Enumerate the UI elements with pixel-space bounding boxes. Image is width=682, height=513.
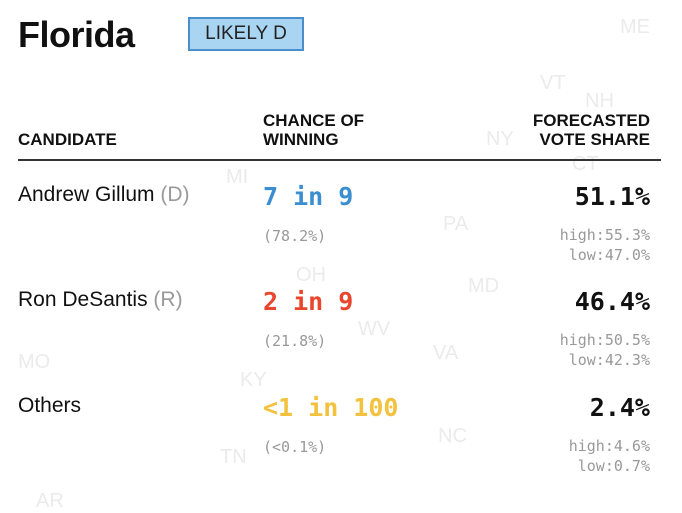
vote-share: 51.1% xyxy=(574,182,650,211)
map-label: TN xyxy=(220,446,247,468)
vote-high: high:50.5% xyxy=(559,331,650,349)
map-label: VT xyxy=(540,72,566,94)
win-percent: (78.2%) xyxy=(263,227,327,245)
vote-share: 2.4% xyxy=(589,393,650,422)
column-header: CANDIDATE xyxy=(18,130,117,149)
vote-share: 46.4% xyxy=(574,287,650,316)
header-rule xyxy=(18,159,661,161)
column-header: FORECASTED VOTE SHARE xyxy=(532,111,650,149)
map-label: OH xyxy=(296,264,326,286)
map-label: NC xyxy=(438,425,467,447)
map-label: NY xyxy=(486,128,514,150)
party: (R) xyxy=(153,288,183,311)
win-chance: 2 in 9 xyxy=(263,287,354,316)
rating-badge: LIKELY D xyxy=(188,17,304,51)
name-text: Ron DeSantis xyxy=(18,288,148,311)
vote-range: high:4.6% low:0.7% xyxy=(569,436,650,476)
map-label: KY xyxy=(240,369,267,391)
candidate-name: Ron DeSantis (R) xyxy=(18,288,183,312)
column-header: CHANCE OF WINNING xyxy=(263,111,365,149)
vote-high: high:4.6% xyxy=(568,437,650,455)
title: Florida xyxy=(18,14,135,55)
vote-range: high:55.3% low:47.0% xyxy=(560,225,650,265)
win-chance: <1 in 100 xyxy=(263,393,399,422)
vote-range: high:50.5% low:42.3% xyxy=(560,330,650,370)
map-label: MO xyxy=(18,351,51,373)
map-label: CT xyxy=(572,153,599,175)
vote-low: low:47.0% xyxy=(568,246,650,264)
map-label: MD xyxy=(468,275,500,297)
map-label: NH xyxy=(585,90,614,112)
name-text: Andrew Gillum xyxy=(18,183,155,206)
vote-low: low:42.3% xyxy=(568,351,650,369)
vote-low: low:0.7% xyxy=(577,457,650,475)
map-label: ME xyxy=(620,16,650,38)
map-label: AR xyxy=(36,490,64,512)
vote-high: high:55.3% xyxy=(559,226,650,244)
name-text: Others xyxy=(18,394,82,417)
candidate-name: Others xyxy=(18,394,81,418)
map-label: WV xyxy=(358,318,391,340)
win-percent: (<0.1%) xyxy=(263,438,327,456)
win-percent: (21.8%) xyxy=(263,332,327,350)
map-label: PA xyxy=(443,213,469,235)
party: (D) xyxy=(160,183,190,206)
candidate-name: Andrew Gillum (D) xyxy=(18,183,190,207)
win-chance: 7 in 9 xyxy=(263,182,354,211)
map-label: MI xyxy=(226,166,249,188)
map-label: VA xyxy=(433,342,459,364)
